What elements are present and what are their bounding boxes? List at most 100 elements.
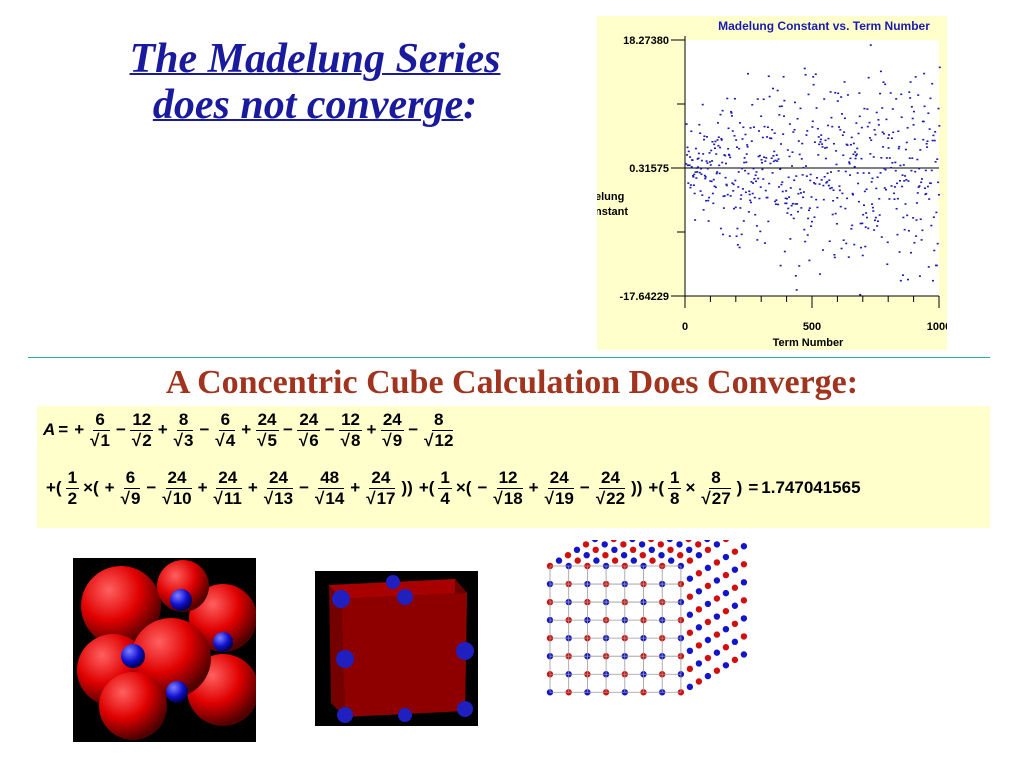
data-point xyxy=(912,124,915,126)
data-point xyxy=(747,72,750,75)
data-point xyxy=(922,120,925,123)
operator: + xyxy=(104,477,115,497)
data-point xyxy=(925,142,928,145)
data-point xyxy=(920,239,923,241)
data-point xyxy=(735,235,738,238)
data-point xyxy=(708,196,711,199)
data-point xyxy=(856,172,859,174)
x-tick-label: 500 xyxy=(803,321,821,333)
data-point xyxy=(790,213,793,216)
data-point xyxy=(741,188,744,190)
data-point xyxy=(857,200,860,203)
data-point xyxy=(918,275,921,277)
data-point xyxy=(841,192,844,195)
data-point xyxy=(827,184,830,187)
data-point xyxy=(760,161,763,164)
data-point xyxy=(725,184,728,187)
data-point xyxy=(705,136,708,138)
data-point xyxy=(802,166,805,169)
data-point xyxy=(746,144,749,146)
data-point xyxy=(807,209,810,212)
data-point xyxy=(728,154,731,157)
data-point xyxy=(704,177,707,180)
data-point xyxy=(849,157,852,160)
y-tick-label: -17.64229 xyxy=(619,291,669,303)
data-point xyxy=(831,213,834,216)
operator: − xyxy=(477,477,488,497)
title-line-2: does not converge xyxy=(152,82,464,128)
data-point xyxy=(766,126,769,129)
data-point xyxy=(834,91,837,94)
data-point xyxy=(785,197,788,200)
data-point xyxy=(808,207,811,209)
data-point xyxy=(686,164,689,167)
lattice-cube-image xyxy=(540,525,755,740)
data-point xyxy=(933,139,936,142)
ionic-crystal-spheres-image xyxy=(73,558,259,742)
data-point xyxy=(901,185,904,188)
data-point xyxy=(770,137,773,140)
data-point xyxy=(907,229,910,232)
data-point xyxy=(913,241,916,244)
data-point xyxy=(701,103,704,106)
operator: )) xyxy=(401,477,413,497)
data-point xyxy=(921,178,924,180)
data-point xyxy=(875,111,878,114)
page-title: The Madelung Series does not converge: xyxy=(60,36,570,128)
y-axis-label-2: nstant xyxy=(597,206,628,218)
data-point xyxy=(924,169,927,172)
data-point xyxy=(809,179,812,182)
data-point xyxy=(700,159,703,162)
data-point xyxy=(789,187,792,189)
data-point xyxy=(826,180,829,183)
data-point xyxy=(749,199,752,202)
data-point xyxy=(818,183,821,185)
data-point xyxy=(723,195,726,197)
data-point xyxy=(870,139,873,141)
data-point xyxy=(792,131,795,133)
fraction: 48 √14 xyxy=(315,468,345,508)
data-point xyxy=(713,185,716,188)
data-point xyxy=(841,134,844,136)
data-point xyxy=(713,143,716,146)
data-point xyxy=(875,187,878,190)
data-point xyxy=(861,222,864,225)
data-point xyxy=(765,157,768,159)
data-point xyxy=(833,256,836,259)
data-point xyxy=(709,164,712,166)
data-point xyxy=(794,275,797,277)
data-point xyxy=(770,157,773,160)
data-point xyxy=(900,116,903,119)
data-point xyxy=(891,108,894,110)
data-point xyxy=(869,153,872,155)
data-point xyxy=(872,210,875,212)
data-point xyxy=(758,154,761,157)
data-point xyxy=(914,170,917,173)
data-point xyxy=(935,264,938,267)
data-point xyxy=(843,117,846,120)
data-point xyxy=(751,192,754,195)
data-point xyxy=(791,202,794,205)
data-point xyxy=(730,112,733,114)
data-point xyxy=(849,143,852,146)
data-point xyxy=(823,175,826,178)
formula-row-2: +(1 2 ×(+6 √9−24 √10 +24 √11 +24 √13−48 √14 +24 √17… xyxy=(43,468,861,509)
data-point xyxy=(870,181,873,183)
data-point xyxy=(740,194,743,196)
data-point xyxy=(919,149,922,151)
data-point xyxy=(821,249,824,251)
data-point xyxy=(888,198,891,200)
data-point xyxy=(794,203,797,205)
data-point xyxy=(930,169,933,172)
data-point xyxy=(822,184,825,187)
data-point xyxy=(732,183,735,186)
operator: = xyxy=(748,477,759,497)
operator: + xyxy=(366,419,377,439)
data-point xyxy=(775,154,778,156)
fraction: 24 √17 xyxy=(366,468,396,508)
data-point xyxy=(832,142,835,145)
data-point xyxy=(760,158,763,161)
data-point xyxy=(772,155,775,157)
data-point xyxy=(844,170,847,173)
data-point xyxy=(714,140,717,143)
